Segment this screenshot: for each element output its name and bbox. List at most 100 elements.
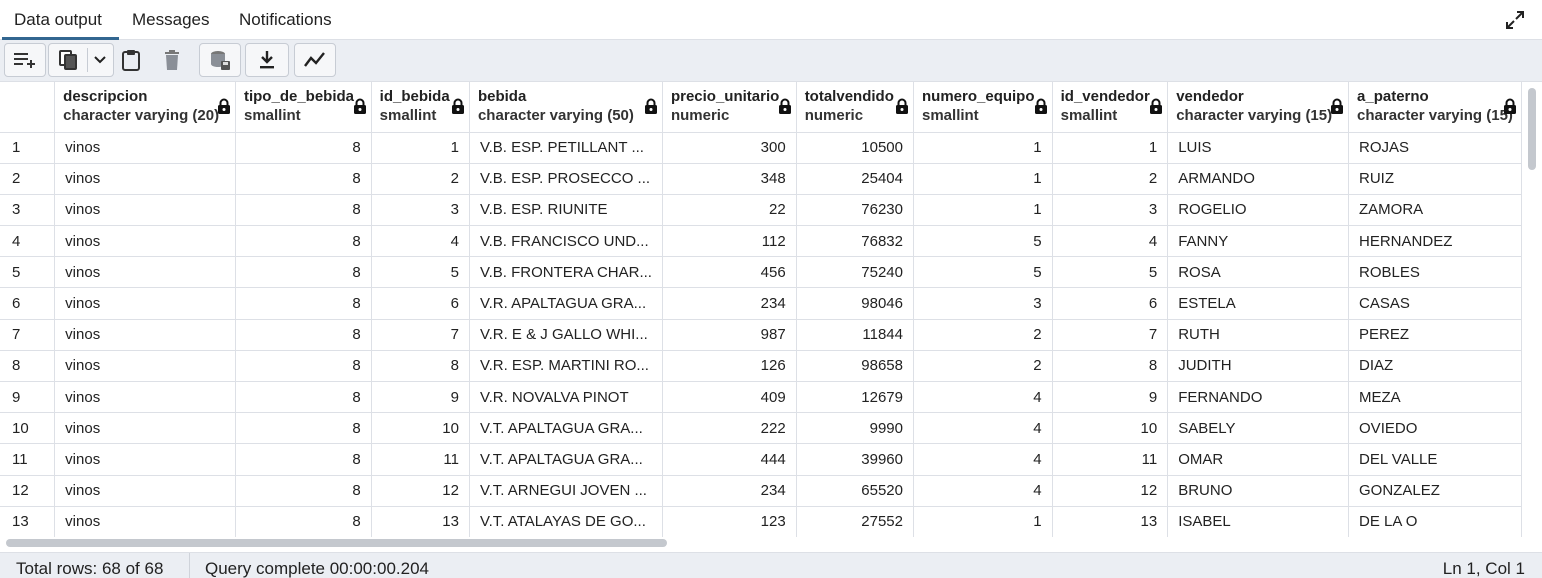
row-number-cell[interactable]: 6 <box>0 287 56 320</box>
chevron-down-icon[interactable] <box>93 52 107 68</box>
horizontal-scrollbar[interactable] <box>0 537 1522 551</box>
vertical-scrollbar[interactable] <box>1522 82 1542 537</box>
table-cell[interactable]: 987 <box>662 319 797 351</box>
table-cell[interactable]: 7 <box>371 319 470 351</box>
table-cell[interactable]: JUDITH <box>1167 350 1350 383</box>
table-cell[interactable]: 8 <box>235 132 372 164</box>
column-header[interactable]: id_vendedor smallint <box>1052 82 1169 133</box>
table-row[interactable]: 5 vinos 8 5 V.B. FRONTERA CHAR... 456 75240 5 5 R… <box>0 256 1522 289</box>
table-cell[interactable]: DIAZ <box>1348 350 1522 383</box>
table-cell[interactable]: V.T. ATALAYAS DE GO... <box>469 506 663 537</box>
table-cell[interactable]: 4 <box>913 412 1053 445</box>
row-number-cell[interactable]: 11 <box>0 443 56 476</box>
table-cell[interactable]: 98658 <box>796 350 915 383</box>
row-number-cell[interactable]: 10 <box>0 412 56 445</box>
table-cell[interactable]: 8 <box>1052 350 1169 383</box>
table-cell[interactable]: V.B. FRONTERA CHAR... <box>469 256 663 289</box>
row-number-cell[interactable]: 8 <box>0 350 56 383</box>
table-row[interactable]: 8 vinos 8 8 V.R. ESP. MARTINI RO... 126 98658 2… <box>0 350 1522 383</box>
table-cell[interactable]: 27552 <box>796 506 915 537</box>
table-cell[interactable]: OMAR <box>1167 443 1350 476</box>
table-cell[interactable]: ROGELIO <box>1167 194 1350 227</box>
table-cell[interactable]: 10 <box>1052 412 1169 445</box>
table-cell[interactable]: V.R. APALTAGUA GRA... <box>469 287 663 320</box>
table-cell[interactable]: 5 <box>913 225 1053 258</box>
table-cell[interactable]: 10500 <box>796 132 915 164</box>
table-cell[interactable]: vinos <box>54 256 236 289</box>
table-cell[interactable]: 1 <box>913 163 1053 195</box>
table-cell[interactable]: PEREZ <box>1348 319 1522 351</box>
table-cell[interactable]: ROSA <box>1167 256 1350 289</box>
table-cell[interactable]: 1 <box>371 132 470 164</box>
table-cell[interactable]: 456 <box>662 256 797 289</box>
table-cell[interactable]: ROBLES <box>1348 256 1522 289</box>
table-cell[interactable]: 76832 <box>796 225 915 258</box>
table-cell[interactable]: 348 <box>662 163 797 195</box>
table-cell[interactable]: V.B. FRANCISCO UND... <box>469 225 663 258</box>
table-cell[interactable]: 4 <box>913 475 1053 507</box>
table-cell[interactable]: V.T. APALTAGUA GRA... <box>469 412 663 445</box>
table-cell[interactable]: 234 <box>662 287 797 320</box>
table-cell[interactable]: 8 <box>371 350 470 383</box>
table-cell[interactable]: 9 <box>371 381 470 414</box>
column-header[interactable]: totalvendido numeric <box>796 82 915 133</box>
table-cell[interactable]: 126 <box>662 350 797 383</box>
row-number-cell[interactable]: 7 <box>0 319 56 351</box>
table-cell[interactable]: 222 <box>662 412 797 445</box>
table-cell[interactable]: vinos <box>54 412 236 445</box>
table-cell[interactable]: 25404 <box>796 163 915 195</box>
row-number-cell[interactable]: 2 <box>0 163 56 195</box>
table-cell[interactable]: ZAMORA <box>1348 194 1522 227</box>
table-cell[interactable]: 7 <box>1052 319 1169 351</box>
table-cell[interactable]: 8 <box>235 194 372 227</box>
row-number-cell[interactable]: 1 <box>0 132 56 164</box>
table-row[interactable]: 4 vinos 8 4 V.B. FRANCISCO UND... 112 76832 5 4 F… <box>0 225 1522 258</box>
table-row[interactable]: 6 vinos 8 6 V.R. APALTAGUA GRA... 234 98046 3 6 E… <box>0 287 1522 320</box>
table-row[interactable]: 3 vinos 8 3 V.B. ESP. RIUNITE 22 76230 1 3 ROGELI… <box>0 194 1522 227</box>
table-cell[interactable]: ARMANDO <box>1167 163 1350 195</box>
table-row[interactable]: 12 vinos 8 12 V.T. ARNEGUI JOVEN ... 234 65520… <box>0 475 1522 507</box>
graph-visualiser-button[interactable] <box>294 43 336 77</box>
table-cell[interactable]: 1 <box>913 132 1053 164</box>
table-cell[interactable]: 8 <box>235 350 372 383</box>
table-cell[interactable]: 5 <box>371 256 470 289</box>
table-row[interactable]: 1 vinos 8 1 V.B. ESP. PETILLANT ... 300 10500 1… <box>0 132 1522 164</box>
table-cell[interactable]: 8 <box>235 319 372 351</box>
row-number-cell[interactable]: 12 <box>0 475 56 507</box>
table-cell[interactable]: 112 <box>662 225 797 258</box>
table-cell[interactable]: 3 <box>913 287 1053 320</box>
tab-messages[interactable]: Messages <box>132 0 209 40</box>
table-cell[interactable]: 444 <box>662 443 797 476</box>
table-row[interactable]: 10 vinos 8 10 V.T. APALTAGUA GRA... 222 9990 4 1… <box>0 412 1522 445</box>
column-header[interactable]: vendedor character varying (15) <box>1167 82 1350 133</box>
table-row[interactable]: 13 vinos 8 13 V.T. ATALAYAS DE GO... 123 27552… <box>0 506 1522 537</box>
table-cell[interactable]: 39960 <box>796 443 915 476</box>
table-cell[interactable]: V.R. NOVALVA PINOT <box>469 381 663 414</box>
table-cell[interactable]: 3 <box>1052 194 1169 227</box>
table-cell[interactable]: 8 <box>235 412 372 445</box>
table-cell[interactable]: 75240 <box>796 256 915 289</box>
table-cell[interactable]: MEZA <box>1348 381 1522 414</box>
table-cell[interactable]: 3 <box>371 194 470 227</box>
table-cell[interactable]: 12 <box>371 475 470 507</box>
table-cell[interactable]: 4 <box>371 225 470 258</box>
table-cell[interactable]: vinos <box>54 194 236 227</box>
column-header[interactable]: id_bebida smallint <box>371 82 470 133</box>
table-cell[interactable]: V.T. APALTAGUA GRA... <box>469 443 663 476</box>
table-cell[interactable]: V.R. E & J GALLO WHI... <box>469 319 663 351</box>
paste-button[interactable] <box>114 43 148 77</box>
table-cell[interactable]: FERNANDO <box>1167 381 1350 414</box>
table-cell[interactable]: GONZALEZ <box>1348 475 1522 507</box>
table-cell[interactable]: 300 <box>662 132 797 164</box>
row-number-cell[interactable]: 3 <box>0 194 56 227</box>
column-header[interactable]: numero_equipo smallint <box>913 82 1053 133</box>
table-cell[interactable]: 8 <box>235 287 372 320</box>
table-cell[interactable]: 98046 <box>796 287 915 320</box>
download-button[interactable] <box>245 43 289 77</box>
table-cell[interactable]: 8 <box>235 506 372 537</box>
table-row[interactable]: 9 vinos 8 9 V.R. NOVALVA PINOT 409 12679 4 9 FERN… <box>0 381 1522 414</box>
table-cell[interactable]: V.R. ESP. MARTINI RO... <box>469 350 663 383</box>
add-row-button[interactable] <box>4 43 46 77</box>
table-cell[interactable]: RUTH <box>1167 319 1350 351</box>
table-cell[interactable]: 5 <box>1052 256 1169 289</box>
